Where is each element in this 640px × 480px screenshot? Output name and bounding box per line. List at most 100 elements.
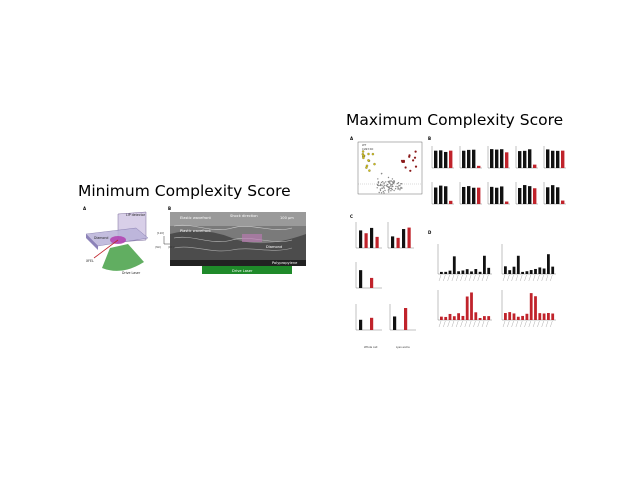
minimum-complexity-title: Minimum Complexity Score xyxy=(78,182,291,200)
legend-wt: WT xyxy=(362,143,367,147)
mini-bar xyxy=(523,150,527,168)
plot-bar xyxy=(444,271,448,274)
volcano-point xyxy=(397,186,399,188)
panel-b-letter: B xyxy=(168,206,171,211)
volcano-point xyxy=(379,184,382,186)
volcano-point xyxy=(401,187,403,189)
mini-bar xyxy=(505,152,509,168)
volcano-point xyxy=(397,182,400,184)
wave-line-3 xyxy=(173,246,293,252)
mini-bar xyxy=(556,187,560,204)
tick-label-stub xyxy=(443,274,446,282)
tick-label-stub xyxy=(447,320,450,328)
tick-label-stub xyxy=(438,274,442,282)
plot-bar xyxy=(461,315,465,320)
volcano-point xyxy=(390,180,393,182)
diamond-label: Diamond xyxy=(94,236,108,240)
volcano-point xyxy=(379,188,382,190)
volcano-hit-point xyxy=(367,159,370,162)
elastic-wavefront-label: Elastic wavefront xyxy=(180,216,211,220)
plot-bar xyxy=(452,316,456,320)
tick-label-stub xyxy=(537,274,540,282)
volcano-point xyxy=(380,181,383,184)
volcano-point xyxy=(399,188,401,190)
volcano-hit-point xyxy=(368,169,371,172)
volcano-point xyxy=(378,191,380,194)
inset-bar xyxy=(404,308,408,330)
volcano-up-point xyxy=(412,159,415,162)
group-label-whole-cell: Whole cell xyxy=(364,345,378,349)
plot-bar xyxy=(547,254,550,274)
volcano-point xyxy=(397,188,399,190)
axis-001-label: (001) xyxy=(168,245,175,249)
tick-label-stub xyxy=(507,274,510,282)
plot-bar xyxy=(516,316,520,320)
volcano-points xyxy=(361,150,418,194)
plot-bar xyxy=(440,316,443,320)
plot-bar xyxy=(483,255,486,274)
volcano-point xyxy=(393,189,395,192)
plot-bar xyxy=(440,271,443,274)
drive-laser-bar xyxy=(202,266,292,274)
mini-bar xyxy=(495,187,499,204)
plot-bar xyxy=(534,268,537,274)
mini-bar xyxy=(528,186,532,204)
volcano-point xyxy=(387,180,389,183)
diamond-edge xyxy=(86,234,98,250)
mini-bar xyxy=(561,200,565,204)
plot-bar xyxy=(465,296,469,320)
tick-label-stub xyxy=(502,320,506,328)
tick-label-stub xyxy=(515,274,519,282)
mini-bar xyxy=(434,150,438,168)
plot-bar xyxy=(478,271,482,274)
inset-bar xyxy=(391,236,395,248)
volcano-up-point xyxy=(404,166,407,169)
tick-label-stub xyxy=(447,274,450,282)
mini-bar xyxy=(523,185,527,204)
volcano-frame xyxy=(357,141,423,195)
tick-label-stub xyxy=(438,320,442,328)
volcano-point xyxy=(376,183,379,186)
volcano-hit-point xyxy=(371,152,375,156)
tick-label-stub xyxy=(460,320,463,328)
volcano-hit-point xyxy=(362,156,365,160)
panel-d-letter: D xyxy=(428,230,432,235)
plot-bar xyxy=(538,267,542,274)
plot-bar xyxy=(529,293,533,320)
axis-110-label: [110] xyxy=(157,231,164,235)
plot-bar xyxy=(529,270,533,274)
volcano-point xyxy=(390,190,392,192)
volcano-point xyxy=(391,188,393,191)
minimum-complexity-figure: A LIP detector Diamond XFEL Drive Laser … xyxy=(82,204,308,280)
volcano-point xyxy=(381,187,383,189)
volcano-hit-point xyxy=(361,150,365,153)
polypropylene-label: Polypropylene xyxy=(272,261,298,265)
inset-bar xyxy=(375,236,379,248)
mini-bar xyxy=(551,185,555,204)
tick-label-stub xyxy=(545,274,549,282)
mini-bar xyxy=(505,201,509,204)
shock-image-lower xyxy=(170,230,306,266)
volcano-up-point xyxy=(413,156,417,159)
tick-label-stub xyxy=(545,320,549,328)
mini-bar xyxy=(449,150,453,168)
experiment-schematic: A LIP detector Diamond XFEL Drive Laser … xyxy=(83,206,306,275)
inset-bar xyxy=(364,233,368,248)
volcano-plot: WT CLN3 KO xyxy=(357,141,423,195)
mini-bar xyxy=(490,149,494,168)
tick-label-stub xyxy=(541,274,544,282)
volcano-point xyxy=(376,187,378,189)
tick-label-stub xyxy=(550,320,553,328)
volcano-point xyxy=(379,189,382,192)
volcano-point xyxy=(383,192,385,194)
tick-label-stub xyxy=(481,274,485,282)
diamond-region xyxy=(242,234,262,242)
panel-b-letter: B xyxy=(428,136,431,141)
inset-bar xyxy=(402,229,406,248)
mini-bar xyxy=(439,150,443,168)
mini-bar xyxy=(533,188,537,204)
plot-bar xyxy=(512,266,516,274)
plot-bar xyxy=(452,256,456,274)
plot-bar xyxy=(474,312,478,320)
panel-b-image: Elastic wavefront Shock direction Plasti… xyxy=(155,212,306,274)
